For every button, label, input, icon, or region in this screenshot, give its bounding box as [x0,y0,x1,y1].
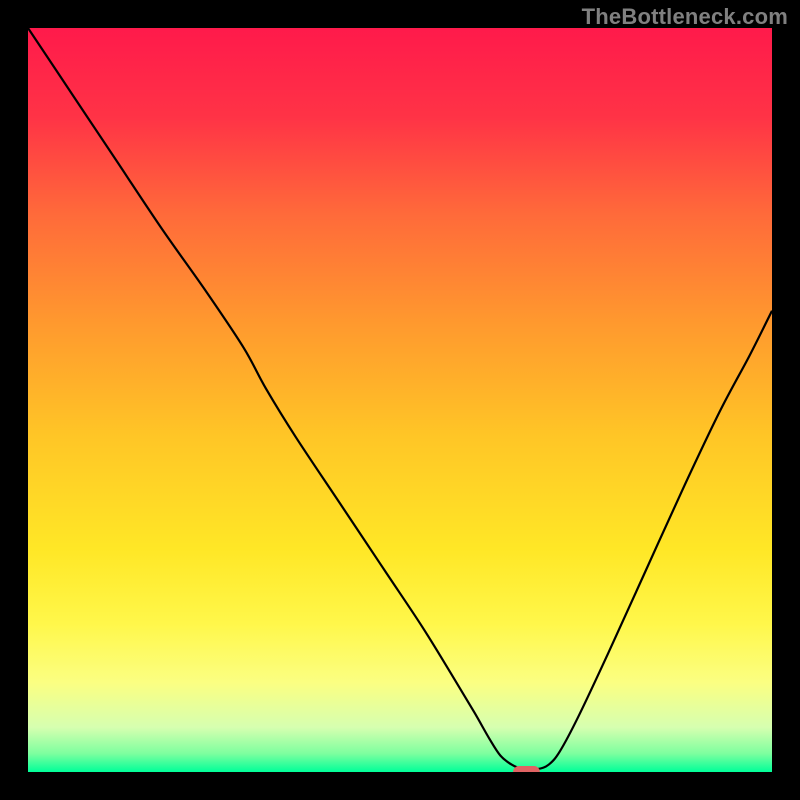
gradient-plot-area [28,28,772,772]
stage: TheBottleneck.com [0,0,800,800]
bottleneck-chart [0,0,800,800]
